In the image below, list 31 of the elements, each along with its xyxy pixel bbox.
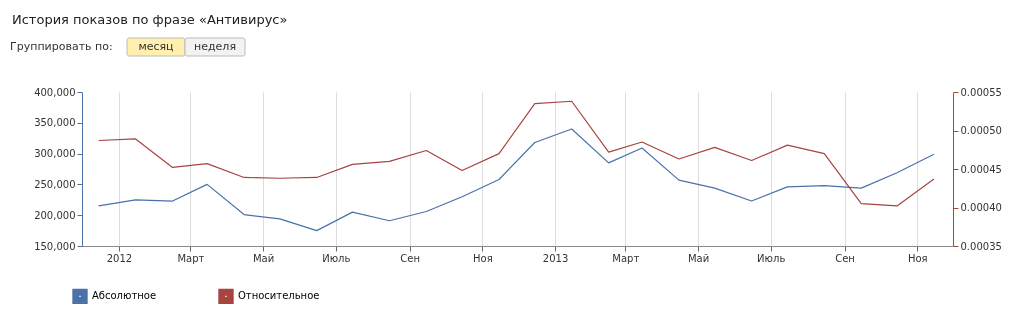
y-tick-label: 250,000 (34, 178, 76, 190)
x-tick-label: Ноя (907, 252, 928, 264)
text: месяц (138, 40, 174, 53)
y-tick-label: 350,000 (34, 117, 76, 129)
x-tick-label: Сен (400, 252, 421, 264)
line-series (98, 100, 935, 207)
x-tick-label: 2012 (106, 252, 133, 264)
y2-tick-label: 0.00050 (960, 125, 1002, 136)
legend-label: Относительное (238, 290, 320, 302)
legend-label: Абсолютное (92, 290, 157, 302)
chart-title: История показов по фразе «Антивирус» (12, 12, 288, 27)
x-tick-label: Май (252, 252, 275, 264)
x-tick-label: Июль (322, 252, 351, 264)
y-tick-label: 300,000 (34, 148, 76, 160)
y-tick-label: 200,000 (34, 209, 76, 221)
y2-tick-label: 0.00045 (960, 163, 1002, 175)
x-tick-label: Сен (835, 252, 855, 264)
y2-tick-label: 0.00055 (960, 86, 1002, 98)
x-tick-label: Март (612, 252, 640, 264)
text: неделя (194, 40, 236, 53)
x-tick-label: Май (687, 252, 710, 264)
line-series (98, 128, 935, 232)
text: Группировать по: (10, 40, 113, 53)
y-tick-label: 400,000 (34, 86, 76, 98)
x-tick-label: 2013 (542, 252, 569, 264)
y2-tick-label: 0.00035 (960, 240, 1002, 252)
x-tick-label: Ноя (473, 252, 493, 264)
y2-tick-label: 0.00040 (960, 202, 1002, 213)
x-tick-label: Июль (757, 252, 786, 264)
y-tick-label: 150,000 (34, 240, 76, 252)
x-tick-label: Март (177, 252, 205, 264)
